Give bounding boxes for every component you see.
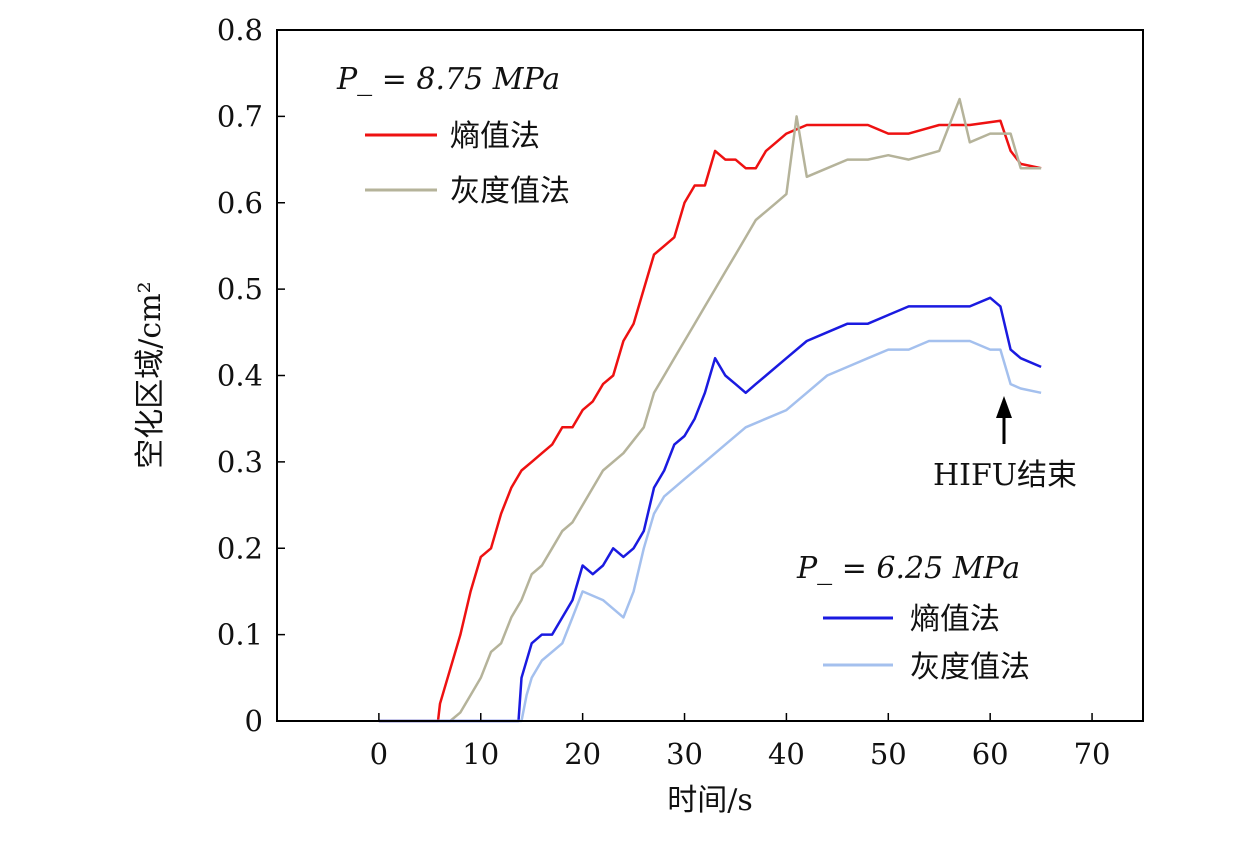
y-tick-label: 0.3	[217, 445, 263, 479]
series-line-2	[378, 296, 1042, 723]
legend-label: 灰度值法	[450, 174, 570, 209]
x-tick-label: 60	[972, 737, 1009, 771]
x-tick-label: 20	[564, 737, 601, 771]
annotation-arrow-head	[996, 396, 1012, 418]
series-line-1	[378, 97, 1042, 723]
series-line-3	[378, 339, 1042, 723]
series-layer	[378, 97, 1042, 723]
y-tick-label: 0.2	[217, 531, 263, 565]
x-tick-label: 70	[1074, 737, 1111, 771]
x-tick-label: 30	[666, 737, 703, 771]
x-tick-label: 50	[870, 737, 907, 771]
legend-label: 灰度值法	[910, 650, 1030, 685]
x-tick-label: 0	[370, 737, 388, 771]
x-tick-label: 40	[768, 737, 805, 771]
x-tick-label: 10	[462, 737, 499, 771]
y-tick-label: 0.6	[217, 186, 263, 220]
legend-label: 熵值法	[910, 602, 1000, 637]
annotation-text: HIFU结束	[933, 458, 1077, 493]
y-tick-label: 0	[245, 704, 263, 738]
legend-title-low: P_ = 6.25 MPa	[796, 551, 1020, 586]
y-tick-label: 0.1	[217, 618, 263, 652]
y-tick-label: 0.5	[217, 272, 263, 306]
y-tick-label: 0.8	[217, 13, 263, 47]
series-line-0	[378, 119, 1042, 723]
y-axis-label: 空化区域/cm²	[133, 281, 168, 468]
legend-label: 熵值法	[450, 119, 540, 154]
y-tick-label: 0.7	[217, 99, 263, 133]
legend-title-high: P_ = 8.75 MPa	[336, 62, 560, 97]
x-axis-label: 时间/s	[667, 783, 753, 818]
tick-layer: 0 10 20 30 40 50 60 70 0 0.1 0.2 0.3 0.4 0.5 0.6 0.7 0.8	[217, 13, 1111, 771]
y-tick-label: 0.4	[217, 359, 263, 393]
